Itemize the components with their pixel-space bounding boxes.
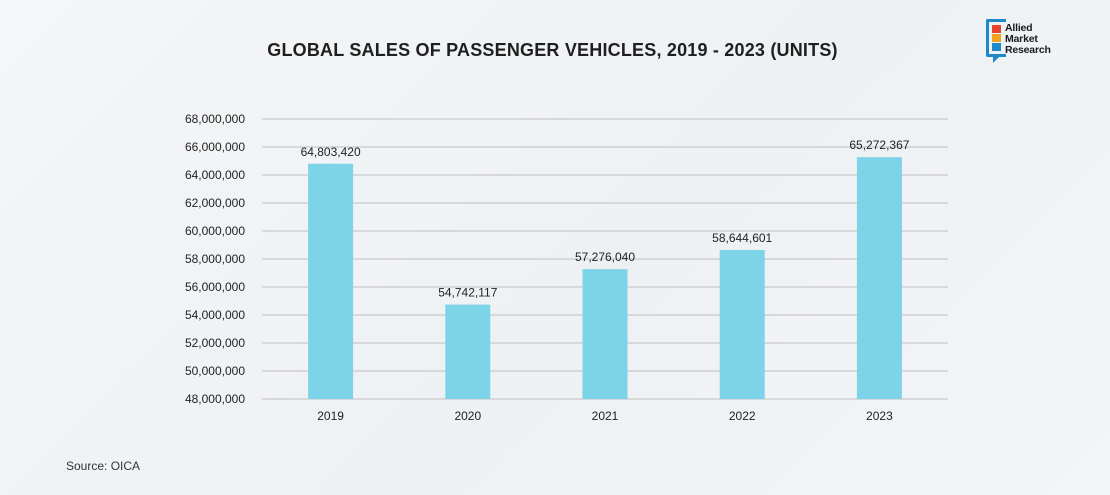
y-tick-label: 54,000,000 [185,308,245,322]
x-tick-label-2022: 2022 [729,409,756,423]
logo-line-3: Research [1005,44,1051,56]
logo-text: Allied Market Research [1005,23,1051,56]
bars [308,157,902,399]
y-tick-label: 58,000,000 [185,252,245,266]
x-tick-label-2023: 2023 [866,409,893,423]
y-tick-label: 60,000,000 [185,224,245,238]
logo-orange-square [992,34,1001,42]
logo-red-square [992,25,1001,33]
y-tick-label: 52,000,000 [185,336,245,350]
data-label-2023: 65,272,367 [849,138,909,152]
y-tick-label: 56,000,000 [185,280,245,294]
y-tick-label: 64,000,000 [185,168,245,182]
y-axis-ticks: 48,000,000 50,000,000 52,000,000 54,000,000… [185,112,245,406]
data-label-2022: 58,644,601 [712,231,772,245]
data-label-2021: 57,276,040 [575,250,635,264]
y-tick-label: 68,000,000 [185,112,245,126]
x-tick-label-2021: 2021 [592,409,619,423]
y-tick-label: 62,000,000 [185,196,245,210]
bar-2021 [582,269,628,399]
allied-market-research-logo: Allied Market Research [986,19,1070,69]
bar-2023 [856,157,902,399]
y-tick-label: 66,000,000 [185,140,245,154]
source-note: Source: OICA [66,459,141,473]
chart-title: GLOBAL SALES OF PASSENGER VEHICLES, 2019… [267,40,838,60]
logo-line-1: Allied [1005,22,1033,34]
logo-frame-icon [986,19,1006,63]
x-tick-label-2019: 2019 [317,409,344,423]
x-axis-ticks: 2019 2020 2021 2022 2023 [317,409,893,423]
bar-2020 [445,304,491,399]
data-label-2019: 64,803,420 [301,145,361,159]
logo-blue-square [992,43,1001,51]
bar-2019 [308,163,354,399]
logo-line-2: Market [1005,33,1038,45]
x-tick-label-2020: 2020 [454,409,481,423]
data-label-2020: 54,742,117 [438,286,497,300]
bar-2022 [719,249,765,399]
y-tick-label: 48,000,000 [185,392,245,406]
y-tick-label: 50,000,000 [185,364,245,378]
data-labels: 64,803,420 54,742,117 57,276,040 58,644,601… [301,138,910,299]
